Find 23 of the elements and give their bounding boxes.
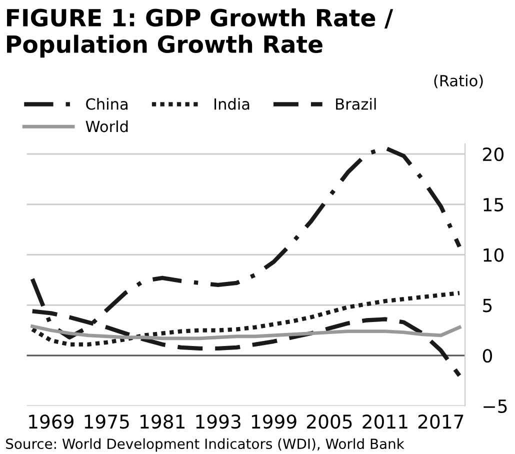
source-note: Source: World Development Indicators (WDI), World Bank <box>6 438 404 452</box>
legend-label: World <box>86 120 128 132</box>
y-tick-label: −5 <box>484 400 507 413</box>
x-tick-label: 2011 <box>362 414 408 429</box>
line-series <box>30 324 462 340</box>
y-tick-label: 20 <box>483 147 504 162</box>
x-tick-label: 1975 <box>84 414 129 429</box>
line-series <box>30 290 462 346</box>
legend-label: Brazil <box>336 98 376 110</box>
y-tick-label: 0 <box>482 348 492 363</box>
y-axis-title: (Ratio) <box>434 74 483 88</box>
x-tick-label: 2005 <box>306 414 352 429</box>
y-tick-label: 5 <box>483 298 492 312</box>
x-tick-label: 1993 <box>196 414 240 429</box>
y-tick-label: 10 <box>484 248 504 262</box>
legend-label: India <box>214 98 250 110</box>
x-tick-label: 1981 <box>140 414 184 429</box>
x-tick-label: 1969 <box>29 414 74 429</box>
x-tick-label: 2017 <box>418 414 464 429</box>
legend-label: China <box>86 98 128 110</box>
x-tick-label: 1999 <box>252 414 296 429</box>
chart-title: FIGURE 1: GDP Growth Rate / Population Growth Rate <box>7 8 394 58</box>
y-tick-label: 15 <box>484 198 504 212</box>
